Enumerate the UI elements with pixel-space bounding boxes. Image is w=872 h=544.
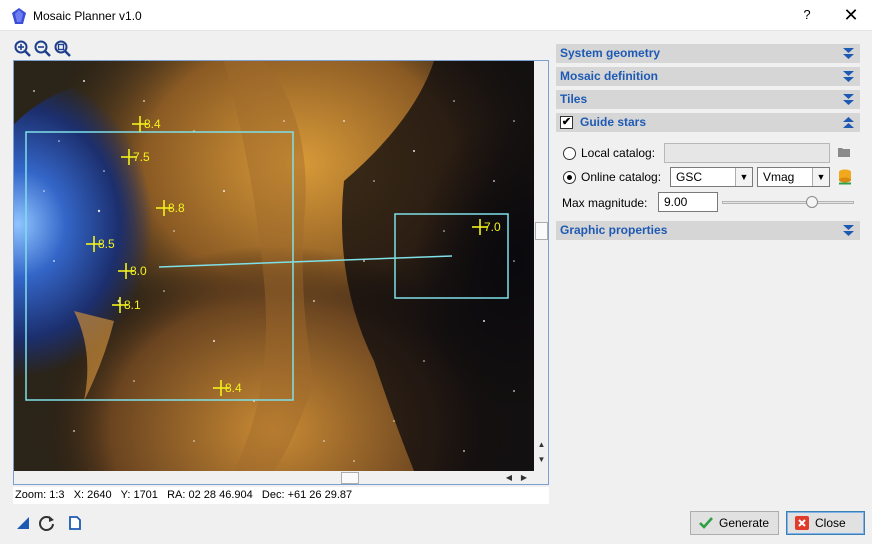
refresh-icon[interactable] <box>38 514 56 532</box>
max-magnitude-input[interactable]: 9.00 <box>658 192 718 212</box>
generate-button[interactable]: Generate <box>690 511 779 535</box>
chevron-down-icon: ▼ <box>735 168 752 186</box>
section-graphic-properties-label: Graphic properties <box>560 223 668 237</box>
guide-stars-checkbox[interactable]: ✔ <box>560 116 573 129</box>
guide-star-marker[interactable]: 8.0 <box>118 263 147 279</box>
scroll-down-icon[interactable]: ▼ <box>537 455 546 464</box>
section-mosaic-definition[interactable]: Mosaic definition <box>556 67 860 86</box>
status-x: X: 2640 <box>73 489 112 501</box>
online-catalog-row: Online catalog: GSC ▼ Vmag ▼ <box>556 167 860 187</box>
section-tiles[interactable]: Tiles <box>556 90 860 109</box>
max-magnitude-row: Max magnitude: 9.00 <box>556 192 860 212</box>
guide-star-label: 7.5 <box>133 150 150 164</box>
vertical-scroll-thumb[interactable] <box>535 222 548 240</box>
guide-star-marker[interactable]: 8.8 <box>156 200 185 216</box>
magnitude-band-value: Vmag <box>763 170 795 184</box>
reset-view-icon[interactable] <box>14 514 32 532</box>
title-bar: Mosaic Planner v1.0 ? ✕ <box>0 0 872 31</box>
catalog-select-value: GSC <box>676 170 703 184</box>
guide-star-label: 7.0 <box>484 220 501 234</box>
scroll-right-icon[interactable]: ▶ <box>520 473 528 482</box>
zoom-fit-icon[interactable] <box>54 40 71 57</box>
mosaic-tile-left[interactable] <box>25 131 294 401</box>
image-viewer[interactable]: 8.4 7.5 8.8 8.5 8.0 8.1 8.4 7.0 ▲ ▼ ◀ ▶ <box>13 60 549 485</box>
close-button[interactable]: Close <box>786 511 865 535</box>
guide-star-marker[interactable]: 8.4 <box>213 380 242 396</box>
expand-icon <box>843 71 854 82</box>
mosaic-tile-right[interactable] <box>394 213 509 299</box>
guide-star-label: 8.8 <box>168 201 185 215</box>
status-bar: Zoom: 1:3 X: 2640 Y: 1701 RA: 02 28 46.9… <box>13 487 549 504</box>
window-close-button[interactable]: ✕ <box>843 5 859 25</box>
guide-star-label: 8.4 <box>225 381 242 395</box>
folder-icon[interactable] <box>838 147 850 157</box>
close-button-label: Close <box>815 516 846 530</box>
app-logo-icon <box>12 8 26 24</box>
guide-star-marker[interactable]: 8.1 <box>112 297 141 313</box>
horizontal-scrollbar[interactable]: ◀ ▶ <box>14 471 534 484</box>
horizontal-scroll-thumb[interactable] <box>341 472 359 484</box>
section-guide-stars[interactable]: ✔ Guide stars <box>556 113 860 132</box>
status-y: Y: 1701 <box>120 489 158 501</box>
collapse-icon <box>843 117 854 128</box>
chevron-down-icon: ▼ <box>812 168 829 186</box>
status-dec: Dec: +61 26 29.87 <box>261 489 353 501</box>
new-document-icon[interactable] <box>66 514 84 532</box>
catalog-select[interactable]: GSC ▼ <box>670 167 753 187</box>
online-catalog-label: Online catalog: <box>581 170 662 184</box>
status-zoom: Zoom: 1:3 <box>15 489 65 501</box>
generate-button-label: Generate <box>719 516 770 530</box>
section-guide-stars-label: Guide stars <box>580 115 647 129</box>
database-icon[interactable] <box>838 169 852 185</box>
section-tiles-label: Tiles <box>560 92 588 106</box>
guide-star-label: 8.5 <box>98 237 115 251</box>
guide-star-marker[interactable]: 7.0 <box>472 219 501 235</box>
section-graphic-properties[interactable]: Graphic properties <box>556 221 860 240</box>
zoom-out-icon[interactable] <box>34 40 51 57</box>
expand-icon <box>843 94 854 105</box>
local-catalog-label: Local catalog: <box>581 146 656 160</box>
tile-link-line <box>158 255 453 268</box>
checkmark-icon <box>699 517 713 529</box>
max-magnitude-label: Max magnitude: <box>562 196 648 210</box>
local-catalog-field <box>664 143 830 163</box>
section-system-geometry-label: System geometry <box>560 46 661 60</box>
expand-icon <box>843 225 854 236</box>
section-mosaic-definition-label: Mosaic definition <box>560 69 659 83</box>
zoom-in-icon[interactable] <box>14 40 31 57</box>
nebula-image[interactable]: 8.4 7.5 8.8 8.5 8.0 8.1 8.4 7.0 <box>14 61 534 471</box>
close-icon <box>795 516 809 530</box>
scroll-left-icon[interactable]: ◀ <box>505 473 513 482</box>
max-magnitude-slider-thumb[interactable] <box>806 196 818 208</box>
vertical-scrollbar[interactable]: ▲ ▼ <box>534 61 548 471</box>
status-ra: RA: 02 28 46.904 <box>167 489 253 501</box>
expand-icon <box>843 48 854 59</box>
window-title: Mosaic Planner v1.0 <box>33 9 142 23</box>
scroll-corner <box>534 471 548 484</box>
scroll-up-icon[interactable]: ▲ <box>537 440 546 449</box>
guide-star-label: 8.4 <box>144 117 161 131</box>
guide-star-label: 8.0 <box>130 264 147 278</box>
local-catalog-radio[interactable] <box>563 147 576 160</box>
online-catalog-radio[interactable] <box>563 171 576 184</box>
max-magnitude-slider-track[interactable] <box>722 201 854 204</box>
guide-star-marker[interactable]: 8.4 <box>132 116 161 132</box>
magnitude-band-select[interactable]: Vmag ▼ <box>757 167 830 187</box>
local-catalog-row: Local catalog: <box>556 143 860 163</box>
guide-star-marker[interactable]: 8.5 <box>86 236 115 252</box>
help-button[interactable]: ? <box>803 7 811 22</box>
guide-star-marker[interactable]: 7.5 <box>121 149 150 165</box>
section-system-geometry[interactable]: System geometry <box>556 44 860 63</box>
guide-star-label: 8.1 <box>124 298 141 312</box>
